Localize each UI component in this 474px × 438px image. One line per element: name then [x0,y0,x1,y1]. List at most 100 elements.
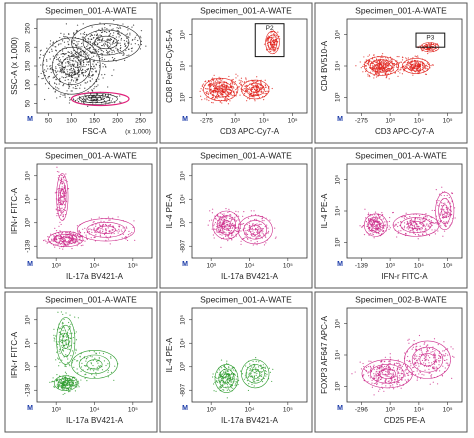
event-dot [107,51,109,53]
event-dot [246,234,248,236]
event-dot [362,362,364,365]
event-dot [365,366,368,369]
event-dot [91,56,93,58]
event-dot [261,227,263,230]
event-dot [125,45,127,47]
event-dot [48,81,51,83]
event-dot [429,44,431,46]
event-dot [402,363,405,365]
event-dot [108,51,110,53]
event-dot [76,66,79,68]
event-dot [376,58,378,61]
event-dot [55,335,57,337]
event-dot [202,83,205,85]
event-dot [56,58,58,61]
event-dot [410,223,412,225]
event-dot [368,60,370,62]
event-dot [219,230,221,232]
event-dot [224,371,226,373]
event-dot [75,46,78,48]
event-dot [230,220,232,222]
event-dot [399,72,401,74]
event-dot [221,102,223,104]
event-dot [433,209,436,212]
event-dot [118,228,120,230]
event-dot [97,42,99,44]
event-dot [65,381,67,383]
event-dot [230,380,232,382]
event-dot [218,87,220,89]
event-dot [421,223,423,225]
event-dot [417,238,419,240]
event-dot [89,41,91,44]
event-dot [75,66,77,68]
event-dot [422,48,424,50]
event-dot [42,77,44,79]
event-dot [251,84,254,86]
event-dot [59,361,61,364]
event-dot [369,233,371,235]
event-dot [87,68,89,70]
event-dot [409,220,411,222]
event-dot [221,79,223,81]
event-dot [88,48,91,50]
event-dot [416,361,419,363]
event-dot [425,228,427,230]
event-dot [396,374,398,376]
event-dot [240,223,242,225]
event-dot [257,231,259,233]
event-dot [367,212,370,214]
event-dot [255,370,257,372]
event-dot [89,47,91,49]
event-dot [427,63,430,66]
gate-label: P3 [426,35,434,42]
event-dot [432,348,434,351]
gate [415,32,446,48]
contour [250,86,261,93]
event-dot [103,100,106,102]
event-dot [409,230,411,232]
event-dot [120,101,122,103]
event-dot [385,370,387,372]
event-dot [58,88,60,90]
event-dot [255,237,257,240]
event-dot [417,225,419,227]
event-dot [387,380,389,383]
event-dot [254,214,257,216]
event-dot [65,173,67,175]
event-dot [81,73,83,75]
event-dot [426,48,428,50]
event-dot [382,363,384,365]
event-dot [77,55,79,57]
event-dot [393,369,395,371]
event-dot [87,105,89,107]
contour [57,377,74,389]
event-dot [63,204,66,206]
y-tick-label: 250 [25,23,32,34]
event-dot [428,234,431,237]
event-dot [105,232,107,234]
event-dot [54,91,56,93]
event-dot [374,72,377,74]
event-dot [70,383,72,385]
event-dot [374,224,377,226]
y-tick-label: 10⁵ [180,314,187,324]
event-dot [82,59,84,61]
event-dot [99,233,101,235]
event-dot [109,33,112,35]
event-dot [420,219,422,221]
event-dot [403,217,406,219]
event-dot [396,362,398,365]
event-dot [65,383,67,385]
event-dot [223,389,225,391]
event-dot [75,45,77,47]
event-dot [64,79,66,81]
event-dot [376,228,378,231]
event-dot [417,69,419,71]
event-dot [97,84,99,86]
event-dot [51,380,54,382]
y-tick-label: 10³ [180,92,187,102]
event-dot [410,223,413,226]
event-dot [39,54,42,56]
event-dot [235,210,237,212]
